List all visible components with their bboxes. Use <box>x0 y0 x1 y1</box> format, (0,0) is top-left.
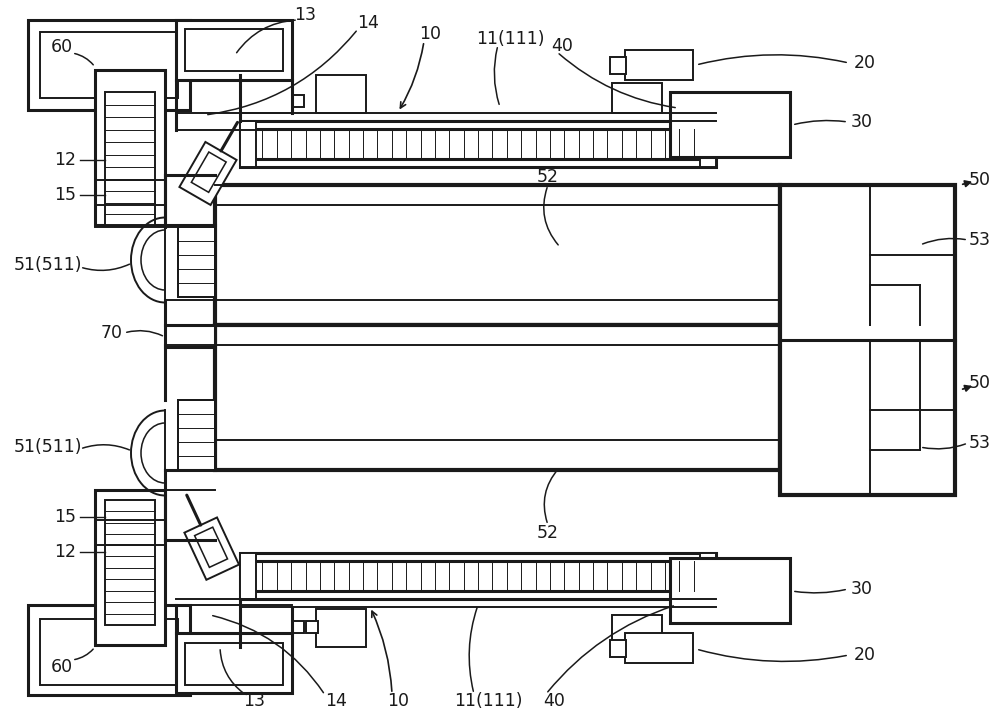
Text: 13: 13 <box>243 692 265 710</box>
Text: 11(111): 11(111) <box>476 30 544 48</box>
Bar <box>306 621 318 633</box>
Bar <box>178 400 215 470</box>
Bar <box>780 185 955 495</box>
Bar <box>316 609 366 647</box>
Bar <box>700 553 716 599</box>
Text: 10: 10 <box>387 692 409 710</box>
Text: 20: 20 <box>854 646 876 664</box>
Bar <box>105 92 155 180</box>
Bar <box>105 545 155 625</box>
Bar <box>610 57 626 74</box>
Text: 70: 70 <box>101 324 123 342</box>
Bar <box>670 92 790 157</box>
Text: 40: 40 <box>543 692 565 710</box>
Bar <box>292 621 304 633</box>
Bar <box>240 121 256 167</box>
Text: 10: 10 <box>419 25 441 43</box>
Bar <box>40 619 178 685</box>
Text: 20: 20 <box>854 54 876 72</box>
Text: 52: 52 <box>537 168 559 186</box>
Text: 50: 50 <box>969 171 991 189</box>
Bar <box>179 142 237 205</box>
Bar <box>700 121 716 167</box>
Bar <box>610 640 626 657</box>
Bar <box>248 561 708 591</box>
Text: 12: 12 <box>54 543 76 561</box>
Bar <box>28 20 190 110</box>
Bar <box>95 70 165 225</box>
Text: 15: 15 <box>54 186 76 204</box>
Text: 30: 30 <box>851 580 873 598</box>
Text: 40: 40 <box>551 37 573 55</box>
Bar <box>292 95 304 107</box>
Bar <box>191 152 226 192</box>
Text: 51(511): 51(511) <box>14 438 82 456</box>
Bar <box>176 20 292 80</box>
Bar <box>670 558 790 623</box>
Bar <box>165 325 215 347</box>
Bar <box>248 129 708 159</box>
Bar <box>675 143 689 157</box>
Text: 12: 12 <box>54 151 76 169</box>
Bar <box>40 32 178 98</box>
Bar <box>625 50 693 80</box>
Bar <box>185 643 283 685</box>
Text: 53: 53 <box>969 231 991 249</box>
Bar <box>316 75 366 113</box>
Bar <box>625 633 693 663</box>
Bar <box>675 575 689 589</box>
Text: 11(111): 11(111) <box>454 692 522 710</box>
Bar <box>185 29 283 71</box>
Bar <box>178 227 215 297</box>
Text: 15: 15 <box>54 508 76 526</box>
Bar <box>28 605 190 695</box>
Bar <box>176 633 292 693</box>
Text: 14: 14 <box>325 692 347 710</box>
Bar <box>178 227 215 297</box>
Text: 52: 52 <box>537 524 559 542</box>
Text: 60: 60 <box>51 658 73 676</box>
Bar <box>240 121 716 167</box>
Text: 30: 30 <box>851 113 873 131</box>
Bar <box>195 527 228 567</box>
Text: 50: 50 <box>969 374 991 392</box>
Text: 60: 60 <box>51 38 73 56</box>
Bar <box>612 83 662 113</box>
Bar <box>215 325 780 470</box>
Text: 14: 14 <box>357 14 379 32</box>
Text: 53: 53 <box>969 434 991 452</box>
Bar <box>184 518 239 580</box>
Bar <box>105 180 155 225</box>
Bar <box>105 500 155 545</box>
Bar <box>240 553 256 599</box>
Bar <box>178 400 215 470</box>
Bar <box>612 615 662 645</box>
Text: 51(511): 51(511) <box>14 256 82 274</box>
Bar <box>240 553 716 599</box>
Text: 13: 13 <box>294 6 316 24</box>
Bar <box>215 185 780 325</box>
Bar <box>95 490 165 645</box>
